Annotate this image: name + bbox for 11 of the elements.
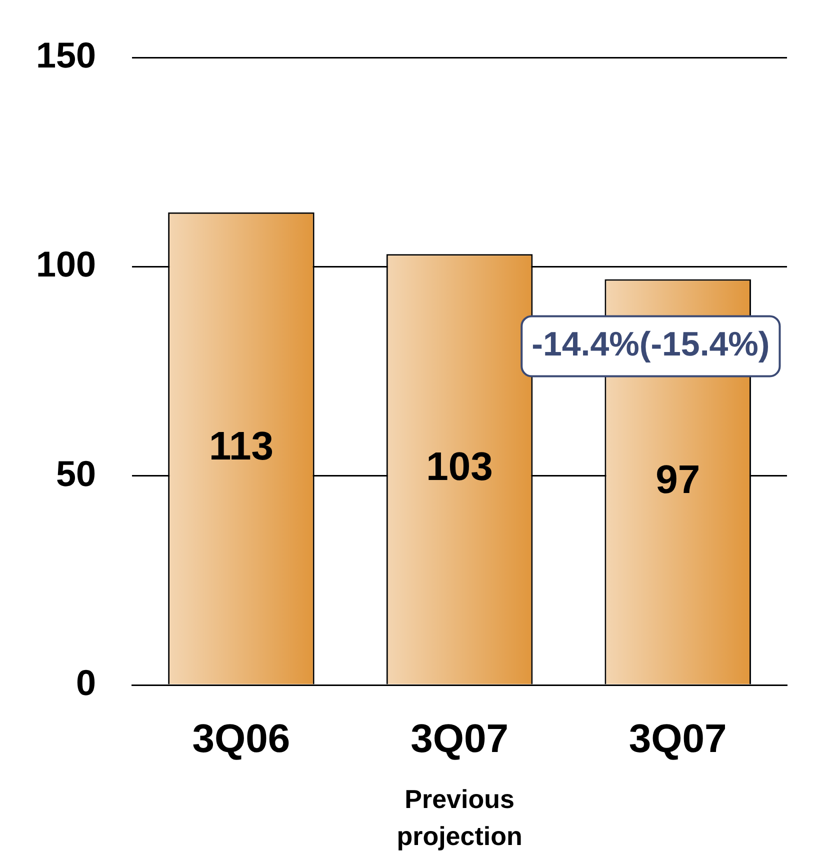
x-tick-label: 3Q07 Previous projection — [396, 717, 522, 852]
data-label: 113 — [208, 424, 274, 468]
y-tick-label: 100 — [36, 244, 96, 285]
y-tick-label: 50 — [56, 452, 96, 494]
y-tick-label: 150 — [36, 34, 96, 76]
y-tick-label: 0 — [76, 662, 96, 703]
annotation: -14.4%(-15.4%) — [532, 326, 770, 364]
data-label: 103 — [426, 445, 493, 490]
data-label: 97 — [656, 458, 700, 502]
x-tick-label: 3Q06 — [192, 717, 290, 762]
x-tick-label: 3Q07 — [628, 717, 727, 762]
